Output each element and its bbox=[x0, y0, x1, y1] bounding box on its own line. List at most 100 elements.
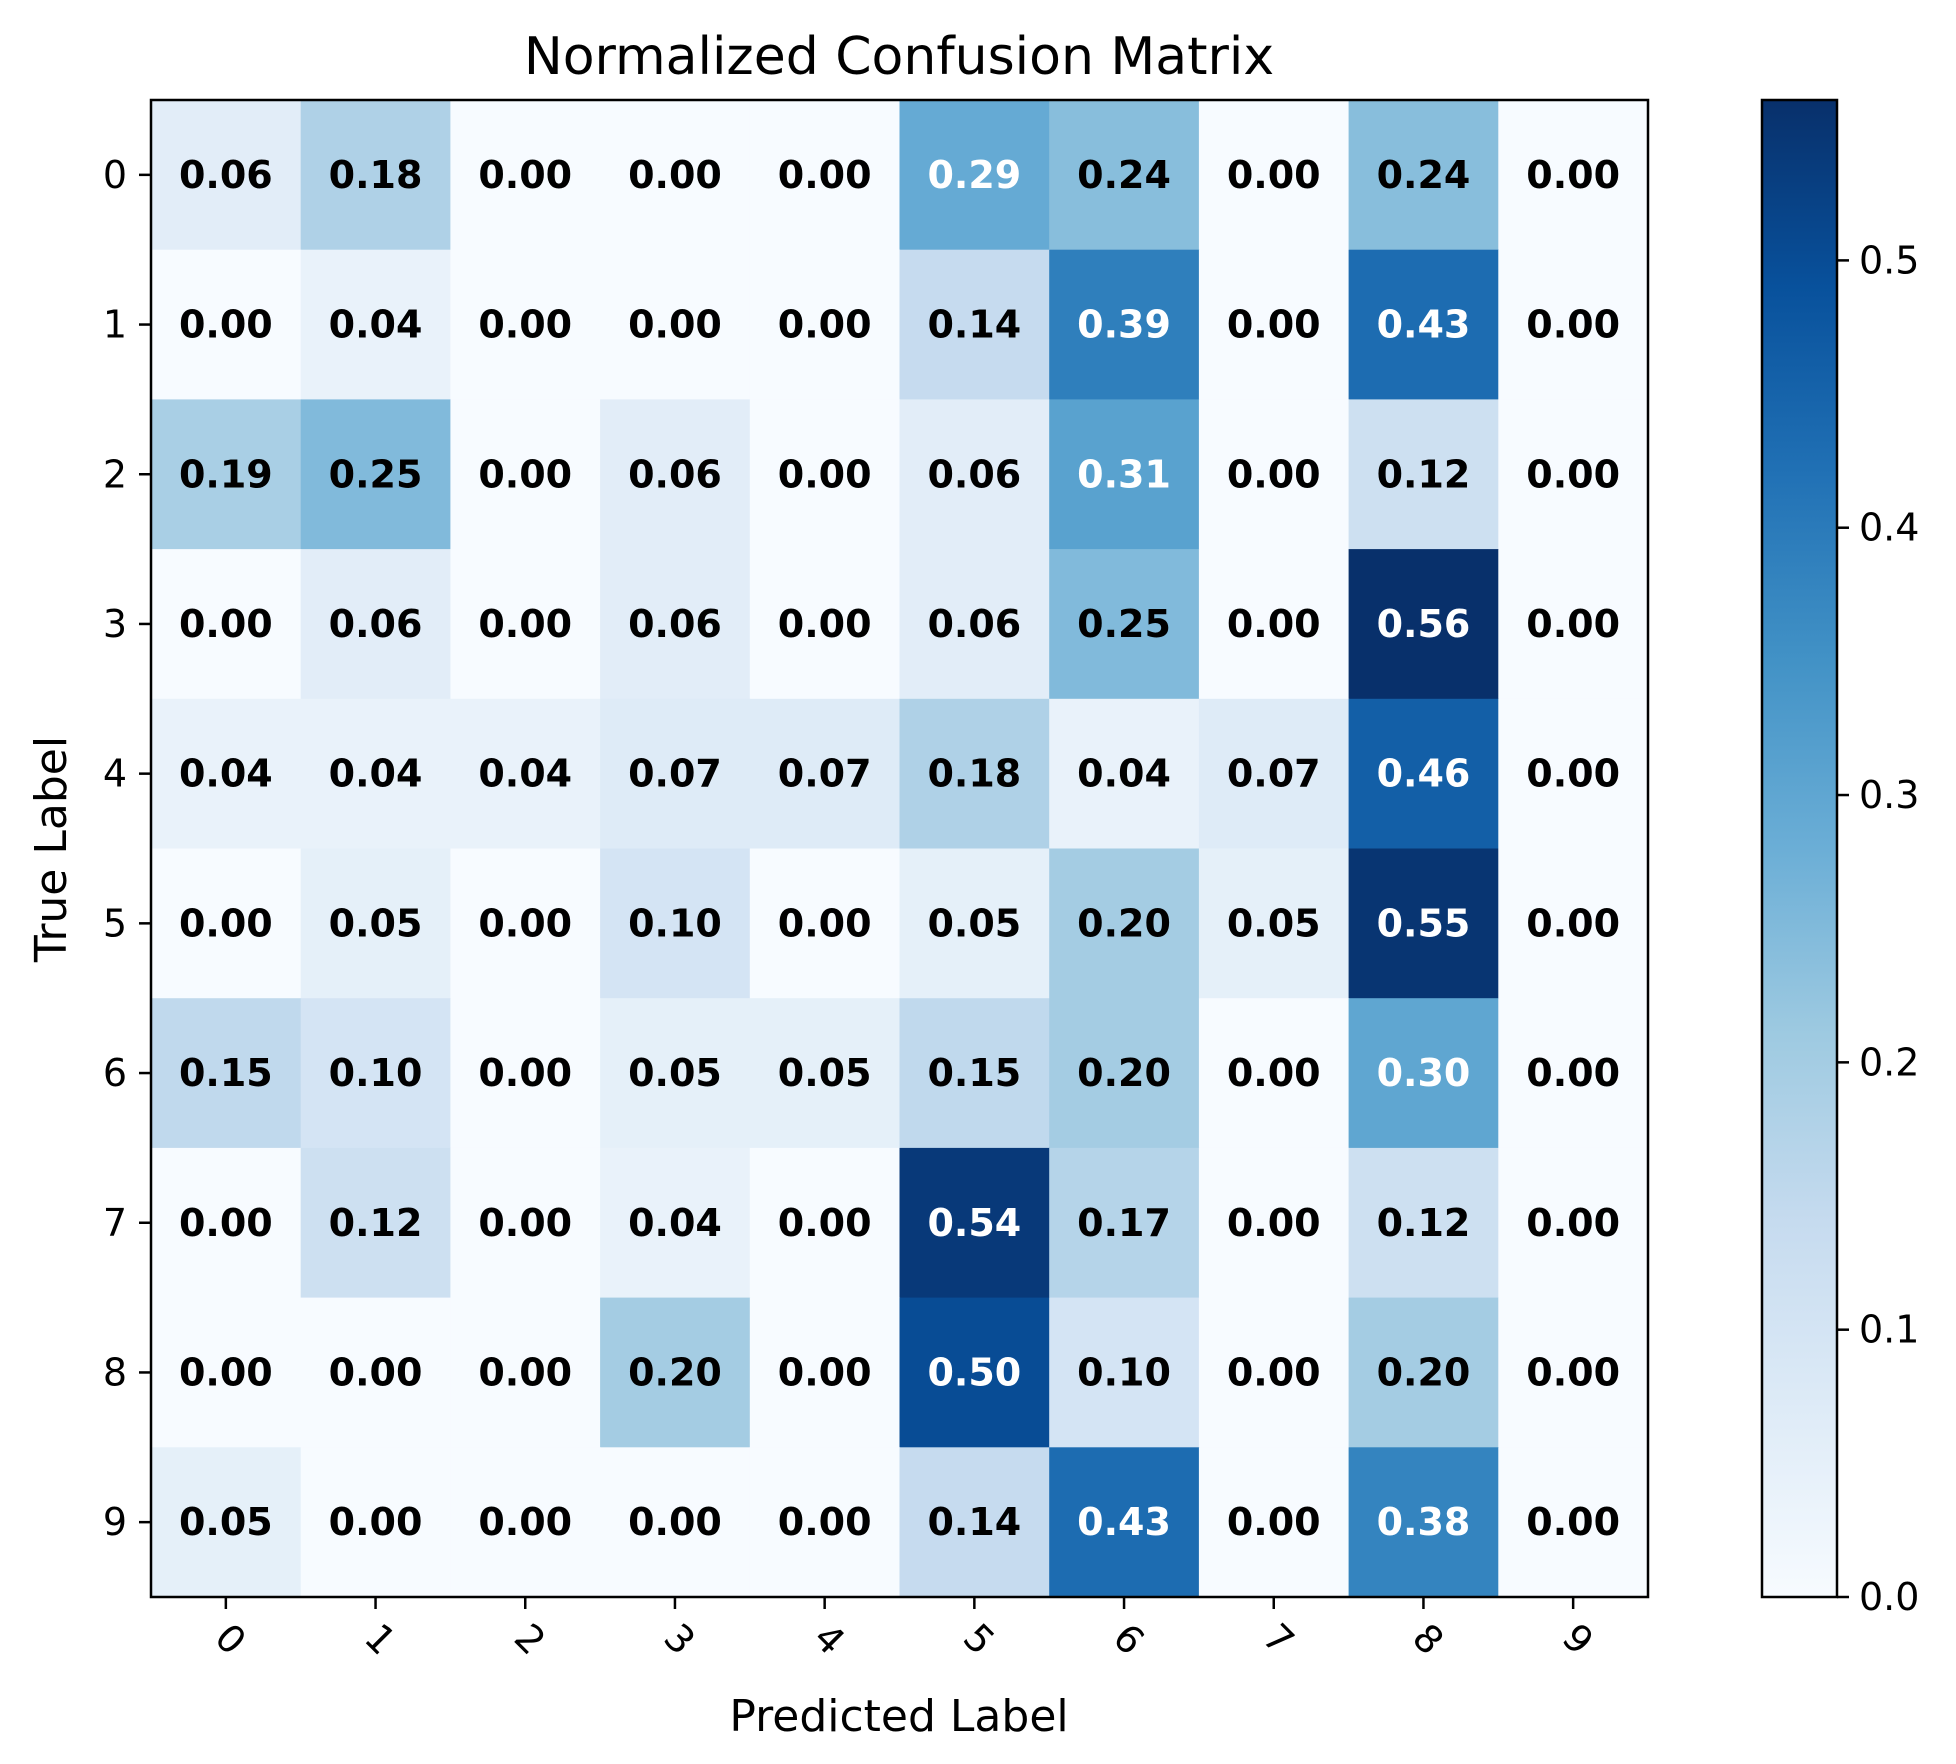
cell-value-label: 0.00 bbox=[628, 303, 722, 347]
heatmap-cell bbox=[450, 399, 601, 550]
heatmap-cell bbox=[1498, 1447, 1649, 1598]
cell-value-label: 0.05 bbox=[778, 1051, 872, 1095]
heatmap-cell bbox=[1348, 399, 1499, 550]
heatmap-cell bbox=[600, 1297, 751, 1448]
heatmap-cell bbox=[1198, 1297, 1350, 1448]
heatmap-cell bbox=[899, 1147, 1050, 1299]
plot-frame bbox=[149, 98, 1650, 1599]
cell-value-label: 0.00 bbox=[478, 901, 572, 945]
heatmap-cell bbox=[300, 100, 451, 251]
cell-value-label: 0.00 bbox=[778, 303, 872, 347]
cell-value-label: 0.14 bbox=[927, 1500, 1021, 1544]
cell-value-label: 0.00 bbox=[628, 1500, 722, 1544]
heatmap-cell bbox=[450, 1297, 601, 1448]
heatmap-cell bbox=[1498, 1297, 1649, 1448]
cell-value-label: 0.00 bbox=[778, 1350, 872, 1394]
heatmap-cells bbox=[151, 100, 1649, 1598]
cell-value-label: 0.05 bbox=[927, 901, 1021, 945]
cell-value-label: 0.07 bbox=[1227, 752, 1321, 796]
cell-value-label: 0.06 bbox=[927, 602, 1021, 646]
heatmap-cell bbox=[151, 1147, 302, 1299]
cell-value-label: 0.00 bbox=[478, 1350, 572, 1394]
cell-value-label: 0.12 bbox=[1377, 1201, 1471, 1245]
x-tick-label: 6 bbox=[1105, 1615, 1153, 1663]
heatmap-cell bbox=[1049, 1447, 1200, 1598]
cell-value-label: 0.00 bbox=[628, 153, 722, 197]
heatmap-cell bbox=[600, 549, 751, 700]
cell-value-label: 0.05 bbox=[628, 1051, 722, 1095]
heatmap-cell bbox=[450, 1147, 601, 1299]
heatmap-cell bbox=[300, 848, 451, 999]
cell-value-label: 0.00 bbox=[1526, 153, 1620, 197]
heatmap-cell bbox=[1198, 848, 1350, 999]
heatmap-cell bbox=[899, 848, 1050, 999]
colorbar-tick-label: 0.2 bbox=[1859, 1040, 1919, 1084]
cell-value-label: 0.00 bbox=[1526, 1500, 1620, 1544]
cell-value-label: 0.00 bbox=[329, 1350, 423, 1394]
cell-value-label: 0.00 bbox=[478, 452, 572, 496]
heatmap-cell bbox=[300, 1147, 451, 1299]
cell-value-label: 0.15 bbox=[927, 1051, 1021, 1095]
heatmap-cell bbox=[1049, 848, 1200, 999]
heatmap-cell bbox=[300, 1447, 451, 1598]
y-tick-label: 6 bbox=[103, 1051, 127, 1095]
heatmap-cell bbox=[600, 100, 751, 251]
heatmap-cell bbox=[899, 549, 1050, 700]
cell-value-label: 0.00 bbox=[1526, 452, 1620, 496]
y-tick-label: 2 bbox=[103, 452, 127, 496]
x-tick-label: 8 bbox=[1404, 1615, 1452, 1663]
heatmap-cell bbox=[1198, 249, 1350, 400]
heatmap-cell bbox=[1348, 1147, 1499, 1299]
y-tick-label: 0 bbox=[103, 153, 127, 197]
heatmap-cell bbox=[749, 249, 901, 400]
heatmap-cell bbox=[1498, 100, 1649, 251]
cell-value-label: 0.00 bbox=[778, 1500, 872, 1544]
x-tick-label: 4 bbox=[805, 1615, 853, 1663]
heatmap-cell bbox=[151, 249, 302, 400]
cell-value-label: 0.05 bbox=[329, 901, 423, 945]
heatmap-cell bbox=[1049, 399, 1200, 550]
cell-value-label: 0.14 bbox=[927, 303, 1021, 347]
cell-value-label: 0.31 bbox=[1077, 452, 1171, 496]
x-tick-label: 7 bbox=[1254, 1615, 1302, 1663]
cell-value-label: 0.06 bbox=[628, 452, 722, 496]
heatmap-cell bbox=[450, 698, 601, 850]
heatmap-cell bbox=[151, 698, 302, 850]
heatmap-cell bbox=[1348, 998, 1499, 1149]
heatmap-cell bbox=[1498, 549, 1649, 700]
heatmap-cell bbox=[300, 249, 451, 400]
cell-value-label: 0.46 bbox=[1377, 752, 1471, 796]
y-tick-label: 8 bbox=[103, 1350, 127, 1394]
heatmap-cell bbox=[1348, 549, 1499, 700]
cell-value-label: 0.00 bbox=[329, 1500, 423, 1544]
cell-value-label: 0.12 bbox=[329, 1201, 423, 1245]
heatmap-cell bbox=[1498, 698, 1649, 850]
heatmap-cell bbox=[1498, 1147, 1649, 1299]
heatmap-cell bbox=[899, 1447, 1050, 1598]
y-tick-label: 5 bbox=[103, 901, 127, 945]
heatmap-cell bbox=[1049, 100, 1200, 251]
cell-value-label: 0.19 bbox=[179, 452, 273, 496]
colorbar-tick-label: 0.4 bbox=[1859, 506, 1919, 550]
heatmap-cell bbox=[600, 998, 751, 1149]
heatmap-cell bbox=[450, 1447, 601, 1598]
cell-value-label: 0.00 bbox=[1526, 752, 1620, 796]
cell-value-label: 0.00 bbox=[1526, 303, 1620, 347]
cell-value-label: 0.20 bbox=[1377, 1350, 1471, 1394]
cell-value-label: 0.20 bbox=[1077, 1051, 1171, 1095]
cell-value-label: 0.00 bbox=[1227, 153, 1321, 197]
heatmap-cell bbox=[1348, 1297, 1499, 1448]
cell-value-label: 0.00 bbox=[778, 901, 872, 945]
heatmap-cell bbox=[899, 998, 1050, 1149]
heatmap-cell bbox=[749, 1447, 901, 1598]
cell-value-label: 0.00 bbox=[778, 452, 872, 496]
x-tick-label: 9 bbox=[1554, 1615, 1602, 1663]
heatmap-cell bbox=[151, 1447, 302, 1598]
y-tick-label: 7 bbox=[103, 1201, 127, 1245]
cell-value-label: 0.38 bbox=[1377, 1500, 1471, 1544]
heatmap-cell bbox=[151, 100, 302, 251]
colorbar-tick-label: 0.1 bbox=[1859, 1308, 1919, 1352]
heatmap-cell bbox=[151, 549, 302, 700]
cell-value-label: 0.00 bbox=[1227, 452, 1321, 496]
heatmap-cell bbox=[151, 1297, 302, 1448]
